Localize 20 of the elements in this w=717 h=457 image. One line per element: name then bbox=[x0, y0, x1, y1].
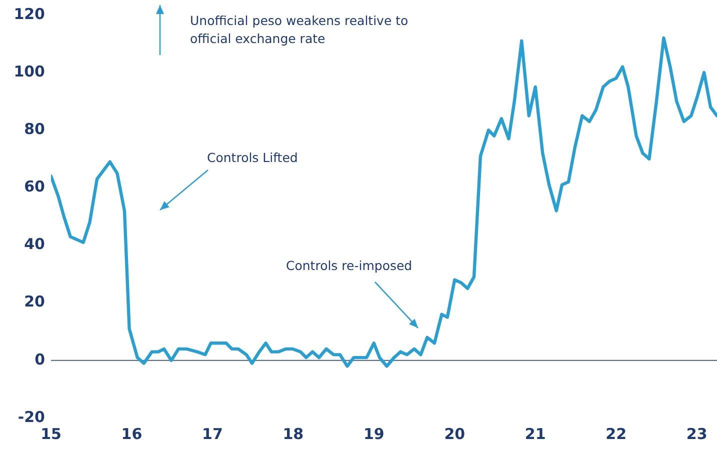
x-tick-label: 17 bbox=[202, 424, 223, 443]
annotation: Controls re-imposed bbox=[286, 257, 412, 275]
x-tick-label: 18 bbox=[282, 424, 304, 443]
annotation: Unofficial peso weakens realtive to official exchange rate bbox=[190, 12, 410, 48]
y-tick-label: 40 bbox=[24, 235, 45, 254]
x-tick-label: 22 bbox=[606, 424, 627, 443]
x-tick-label: 15 bbox=[40, 424, 62, 443]
x-tick-label: 21 bbox=[524, 424, 546, 443]
y-tick-label: 0 bbox=[34, 350, 45, 368]
x-tick-label: 20 bbox=[444, 424, 466, 443]
x-tick-label: 19 bbox=[363, 424, 384, 443]
y-tick-label: 20 bbox=[24, 292, 45, 311]
y-tick-label: 120 bbox=[14, 4, 45, 23]
annotation: Controls Lifted bbox=[207, 149, 298, 167]
x-tick-label: 16 bbox=[121, 424, 142, 443]
y-tick-label: -20 bbox=[18, 408, 45, 426]
y-tick-label: 80 bbox=[24, 120, 45, 138]
x-tick-label: 23 bbox=[686, 424, 708, 443]
y-tick-label: 100 bbox=[14, 62, 45, 80]
y-tick-label: 60 bbox=[24, 178, 45, 196]
